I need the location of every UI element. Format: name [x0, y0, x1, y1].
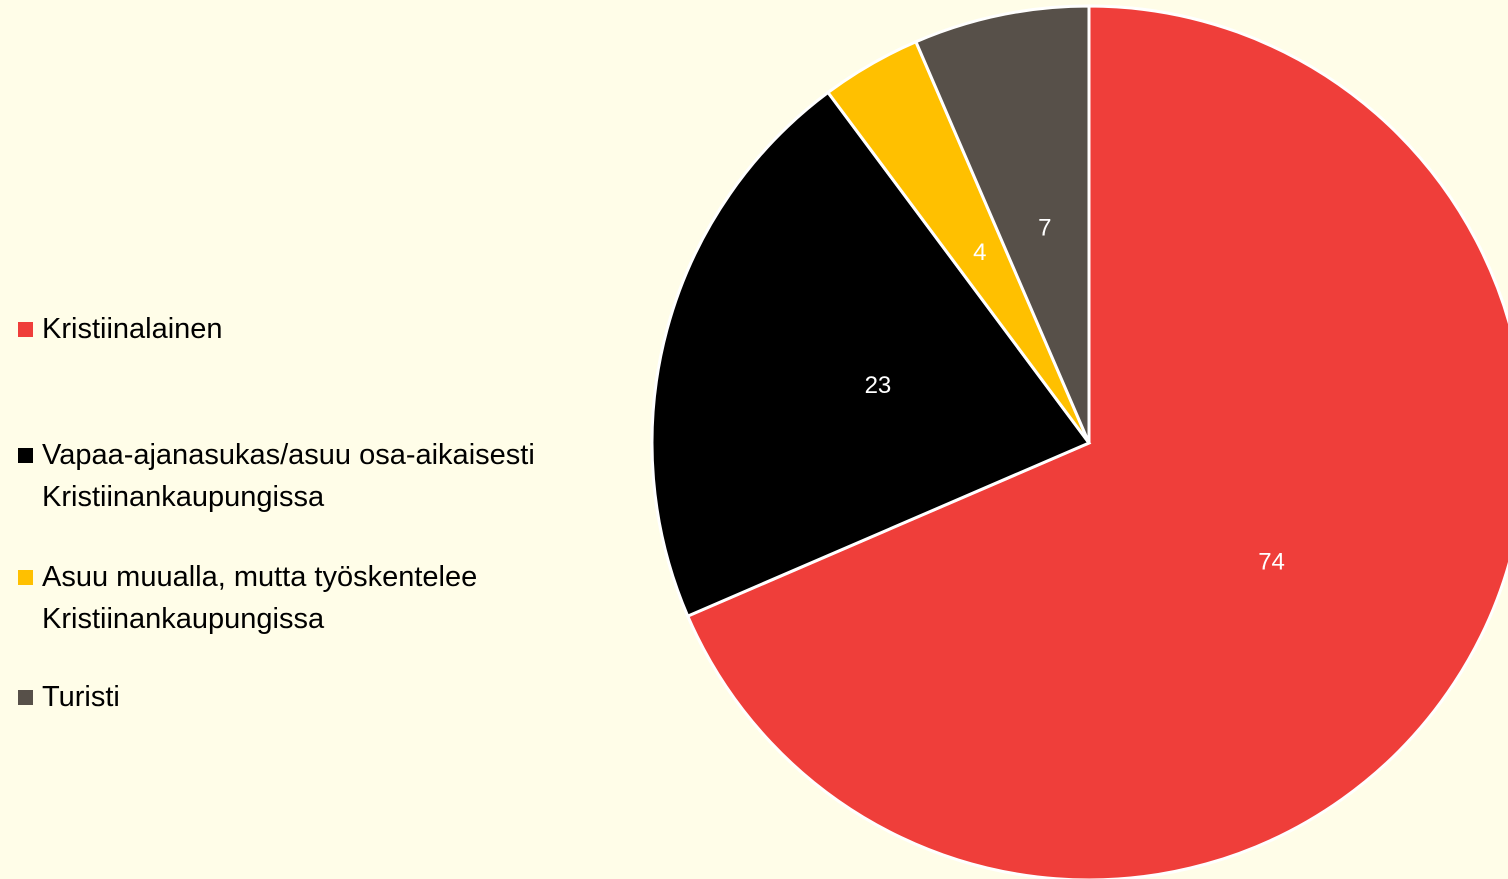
legend-swatch [18, 448, 33, 463]
slice-label: 4 [973, 239, 986, 266]
legend-swatch [18, 570, 33, 585]
legend-item: Kristiinalainen [18, 308, 578, 350]
legend-label: Kristiinalainen [42, 313, 223, 345]
pie-slice [685, 4, 1508, 879]
pie-slice [650, 90, 1092, 619]
slice-label: 23 [865, 372, 892, 399]
legend-swatch [18, 690, 33, 705]
legend-label: Asuu muualla, mutta työskentelee Kristii… [42, 561, 478, 635]
slice-label: 7 [1038, 214, 1051, 241]
legend-item: Turisti [18, 676, 578, 718]
legend-item: Asuu muualla, mutta työskentelee Kristii… [18, 556, 578, 640]
slice-label: 74 [1258, 548, 1285, 575]
legend-label: Turisti [42, 681, 120, 713]
pie-slice [913, 4, 1091, 444]
legend-swatch [18, 322, 33, 337]
legend-item: Vapaa-ajanasukas/asuu osa-aikaisesti Kri… [18, 434, 578, 518]
legend-label: Vapaa-ajanasukas/asuu osa-aikaisesti Kri… [42, 439, 535, 513]
